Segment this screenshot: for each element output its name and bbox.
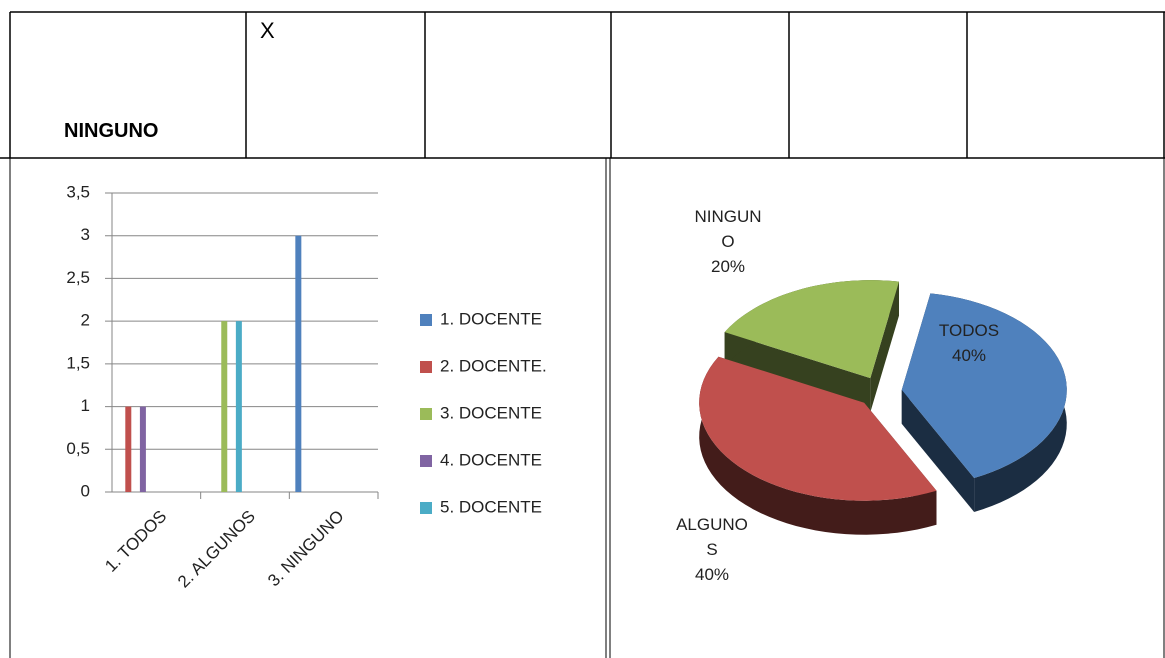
y-tick-label: 2,5 bbox=[66, 268, 90, 287]
pie-label: NINGUNO 20% bbox=[691, 204, 765, 279]
bar bbox=[125, 406, 132, 492]
table-borders bbox=[0, 11, 1165, 159]
pie-side bbox=[699, 356, 937, 535]
legend-swatch bbox=[420, 361, 432, 373]
table-cell: X bbox=[260, 18, 275, 43]
bar bbox=[235, 321, 242, 492]
pie-percent: 40% bbox=[951, 346, 987, 365]
legend-swatch bbox=[420, 455, 432, 467]
pie-percent: 20% bbox=[710, 257, 746, 276]
chart-frames bbox=[9, 158, 1165, 658]
y-tick-label: 1,5 bbox=[66, 353, 90, 372]
y-tick-label: 0,5 bbox=[66, 439, 90, 458]
pie-slice bbox=[901, 293, 1067, 478]
legend-label: 3. DOCENTE bbox=[440, 403, 542, 422]
x-tick-label: 1. TODOS bbox=[101, 507, 170, 576]
pie-slice bbox=[699, 356, 937, 501]
pie-category: NINGUNO bbox=[694, 207, 762, 251]
bar bbox=[139, 406, 146, 492]
table-cell: NINGUNO bbox=[64, 120, 159, 142]
y-tick-label: 3 bbox=[81, 225, 90, 244]
y-tick-label: 2 bbox=[81, 311, 90, 330]
legend-swatch bbox=[420, 314, 432, 326]
pie-side bbox=[724, 332, 871, 413]
pie-label: TODOS 40% bbox=[932, 318, 1006, 368]
pie-category: ALGUNOS bbox=[676, 515, 748, 559]
pie-side bbox=[901, 389, 975, 512]
y-tick-label: 3,5 bbox=[66, 182, 90, 201]
legend-label: 1. DOCENTE bbox=[440, 309, 542, 328]
legend-label: 2. DOCENTE. bbox=[440, 356, 547, 375]
y-tick-label: 0 bbox=[81, 481, 90, 500]
legend-label: 4. DOCENTE bbox=[440, 450, 542, 469]
y-tick-label: 1 bbox=[81, 396, 90, 415]
pie-slice bbox=[724, 280, 900, 379]
pie-percent: 40% bbox=[694, 565, 730, 584]
bar bbox=[221, 321, 228, 492]
x-tick-label: 3. NINGUNO bbox=[264, 507, 348, 591]
pie-label: ALGUNOS 40% bbox=[675, 512, 749, 587]
legend-swatch bbox=[420, 502, 432, 514]
legend-label: 5. DOCENTE bbox=[440, 497, 542, 516]
legend-swatch bbox=[420, 408, 432, 420]
pie-category: TODOS bbox=[938, 321, 1000, 340]
bar bbox=[295, 235, 302, 492]
x-tick-label: 2. ALGUNOS bbox=[174, 507, 259, 592]
